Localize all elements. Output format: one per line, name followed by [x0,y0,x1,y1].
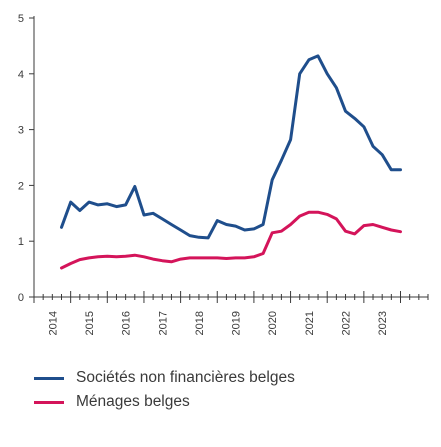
y-tick-label: 2 [18,180,24,192]
legend-item: Ménages belges [34,390,295,414]
legend-swatch [34,400,64,404]
chart-legend: Sociétés non financières belges Ménages … [34,366,295,414]
x-tick-label: 2015 [84,311,96,335]
x-tick-label: 2020 [267,311,279,335]
legend-swatch [34,376,64,380]
x-tick-label: 2017 [157,311,169,335]
y-tick-label: 0 [18,292,24,304]
x-tick-label: 2018 [194,311,206,335]
x-tick-label: 2022 [341,311,353,335]
x-tick-label: 2021 [304,311,316,335]
series-line [60,210,402,270]
x-tick-label: 2016 [121,311,133,335]
chart-ticks: 0 1 2 3 4 5 2014 2015 2016 2017 2018 2019 2020 2021 20… [18,13,429,335]
x-tick-label: 2014 [47,311,59,335]
x-tick-label: 2019 [231,311,243,335]
legend-label: Ménages belges [76,393,190,410]
legend-item: Sociétés non financières belges [34,366,295,390]
chart-axes [33,16,428,298]
legend-label: Sociétés non financières belges [76,369,295,386]
y-tick-label: 1 [18,236,24,248]
y-tick-label: 3 [18,125,24,137]
y-tick-label: 4 [18,69,24,81]
series-line [60,54,402,240]
y-tick-label: 5 [18,13,24,25]
x-tick-label: 2023 [377,311,389,335]
chart-series [60,54,402,270]
